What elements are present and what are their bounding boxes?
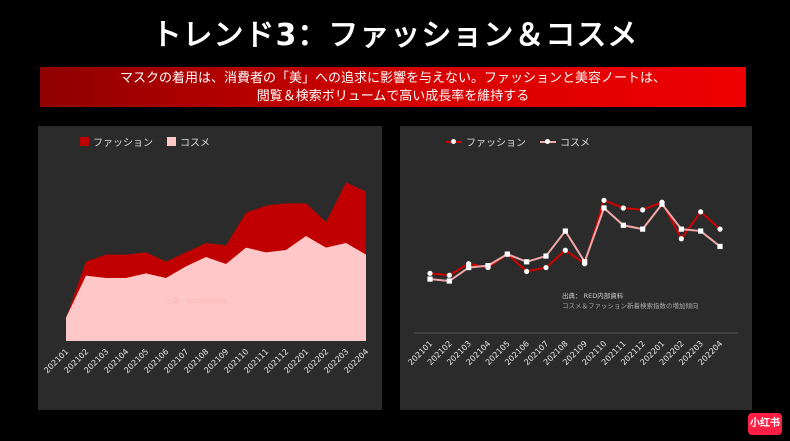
- line-point-cosme: [582, 259, 588, 265]
- legend-label-fashion: ファッション: [93, 138, 153, 149]
- line-point-cosme: [659, 201, 665, 207]
- line-point-cosme: [524, 259, 530, 265]
- line-point-fashion: [601, 197, 607, 203]
- line-point-cosme: [620, 222, 626, 228]
- line-point-fashion: [620, 205, 626, 211]
- page-title: トレンド3：ファッション＆コスメ: [151, 18, 639, 53]
- area-chart-legend: ファッション コスメ: [80, 134, 210, 149]
- xiaohongshu-logo: 小红书: [748, 413, 782, 435]
- line-point-fashion: [698, 209, 704, 215]
- line-point-cosme: [466, 264, 472, 271]
- legend-item-fashion-line: ファッション: [446, 134, 526, 149]
- legend-item-fashion: ファッション: [80, 134, 153, 149]
- line-point-cosme: [485, 263, 491, 269]
- line-chart-legend: ファッション コスメ: [446, 134, 590, 149]
- line-point-cosme: [698, 228, 704, 234]
- line-point-fashion: [524, 268, 530, 275]
- legend-label-cosme: コスメ: [180, 138, 210, 149]
- line-point-fashion: [678, 236, 684, 242]
- line-point-cosme: [504, 251, 510, 257]
- line-point-cosme: [543, 253, 549, 259]
- line-chart-panel: ファッション コスメ 202101 202102 202103 202104 20210…: [400, 126, 752, 410]
- line-point-cosme: [717, 243, 723, 250]
- line-point-cosme: [446, 278, 452, 284]
- line-chart-description: コスメ＆ファッション新着検索指数の増加傾向: [562, 302, 699, 310]
- line-chart-note: 出典： RED内部資料 コスメ＆ファッション新着検索指数の増加傾向: [562, 291, 699, 311]
- line-point-cosme: [678, 226, 684, 232]
- legend-item-cosme: コスメ: [167, 134, 210, 149]
- line-chart-source: 出典： RED内部資料: [562, 292, 624, 300]
- area-series-cosme: [66, 236, 366, 341]
- legend-label-cosme-line: コスメ: [560, 138, 590, 149]
- legend-label-fashion-line: ファッション: [466, 138, 526, 149]
- line-point-cosme: [427, 276, 433, 282]
- line-point-fashion: [543, 264, 549, 271]
- line-point-cosme: [562, 228, 568, 234]
- legend-marker-cosme: [540, 137, 556, 146]
- banner-line-1: マスクの着用は、消費者の「美」への追求に影響を与えない。ファッションと美容ノート…: [119, 71, 666, 86]
- legend-swatch-fashion: [80, 137, 89, 146]
- area-chart-description: コスメ＆ファッション新着ノートクリック指数の増加傾向: [166, 307, 335, 315]
- line-point-fashion: [640, 207, 646, 213]
- legend-swatch-cosme: [167, 137, 176, 146]
- line-series-fashion: [429, 198, 721, 277]
- line-chart: 2021012021022021032021042021052021062021…: [406, 197, 738, 367]
- line-point-fashion: [562, 247, 568, 253]
- legend-item-cosme-line: コスメ: [540, 134, 590, 149]
- legend-marker-fashion: [446, 137, 462, 146]
- line-point-cosme: [640, 226, 646, 232]
- line-point-fashion: [717, 226, 723, 232]
- headline-banner: マスクの着用は、消費者の「美」への追求に影響を与えない。ファッションと美容ノート…: [40, 67, 746, 107]
- area-chart-source: 出典： RED内部資料: [166, 297, 228, 305]
- area-chart: 2021012021022021032021042021052021062021…: [42, 182, 370, 375]
- banner-line-2: 閲覧＆検索ボリュームで高い成長率を維持する: [256, 89, 530, 104]
- area-chart-note: 出典： RED内部資料 コスメ＆ファッション新着ノートクリック指数の増加傾向: [166, 296, 335, 316]
- line-point-fashion: [446, 272, 452, 278]
- line-point-cosme: [601, 205, 607, 211]
- line-series-cosme: [429, 202, 721, 283]
- line-point-fashion: [427, 270, 433, 276]
- area-chart-panel: ファッション コスメ 202101 202102 202103 202104 20210…: [38, 126, 382, 410]
